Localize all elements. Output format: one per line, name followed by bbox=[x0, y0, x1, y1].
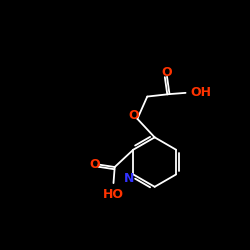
Text: HO: HO bbox=[103, 188, 124, 201]
Text: OH: OH bbox=[190, 86, 211, 99]
Text: O: O bbox=[162, 66, 172, 79]
Text: N: N bbox=[124, 172, 135, 186]
Text: O: O bbox=[89, 158, 100, 171]
Text: O: O bbox=[128, 109, 139, 122]
